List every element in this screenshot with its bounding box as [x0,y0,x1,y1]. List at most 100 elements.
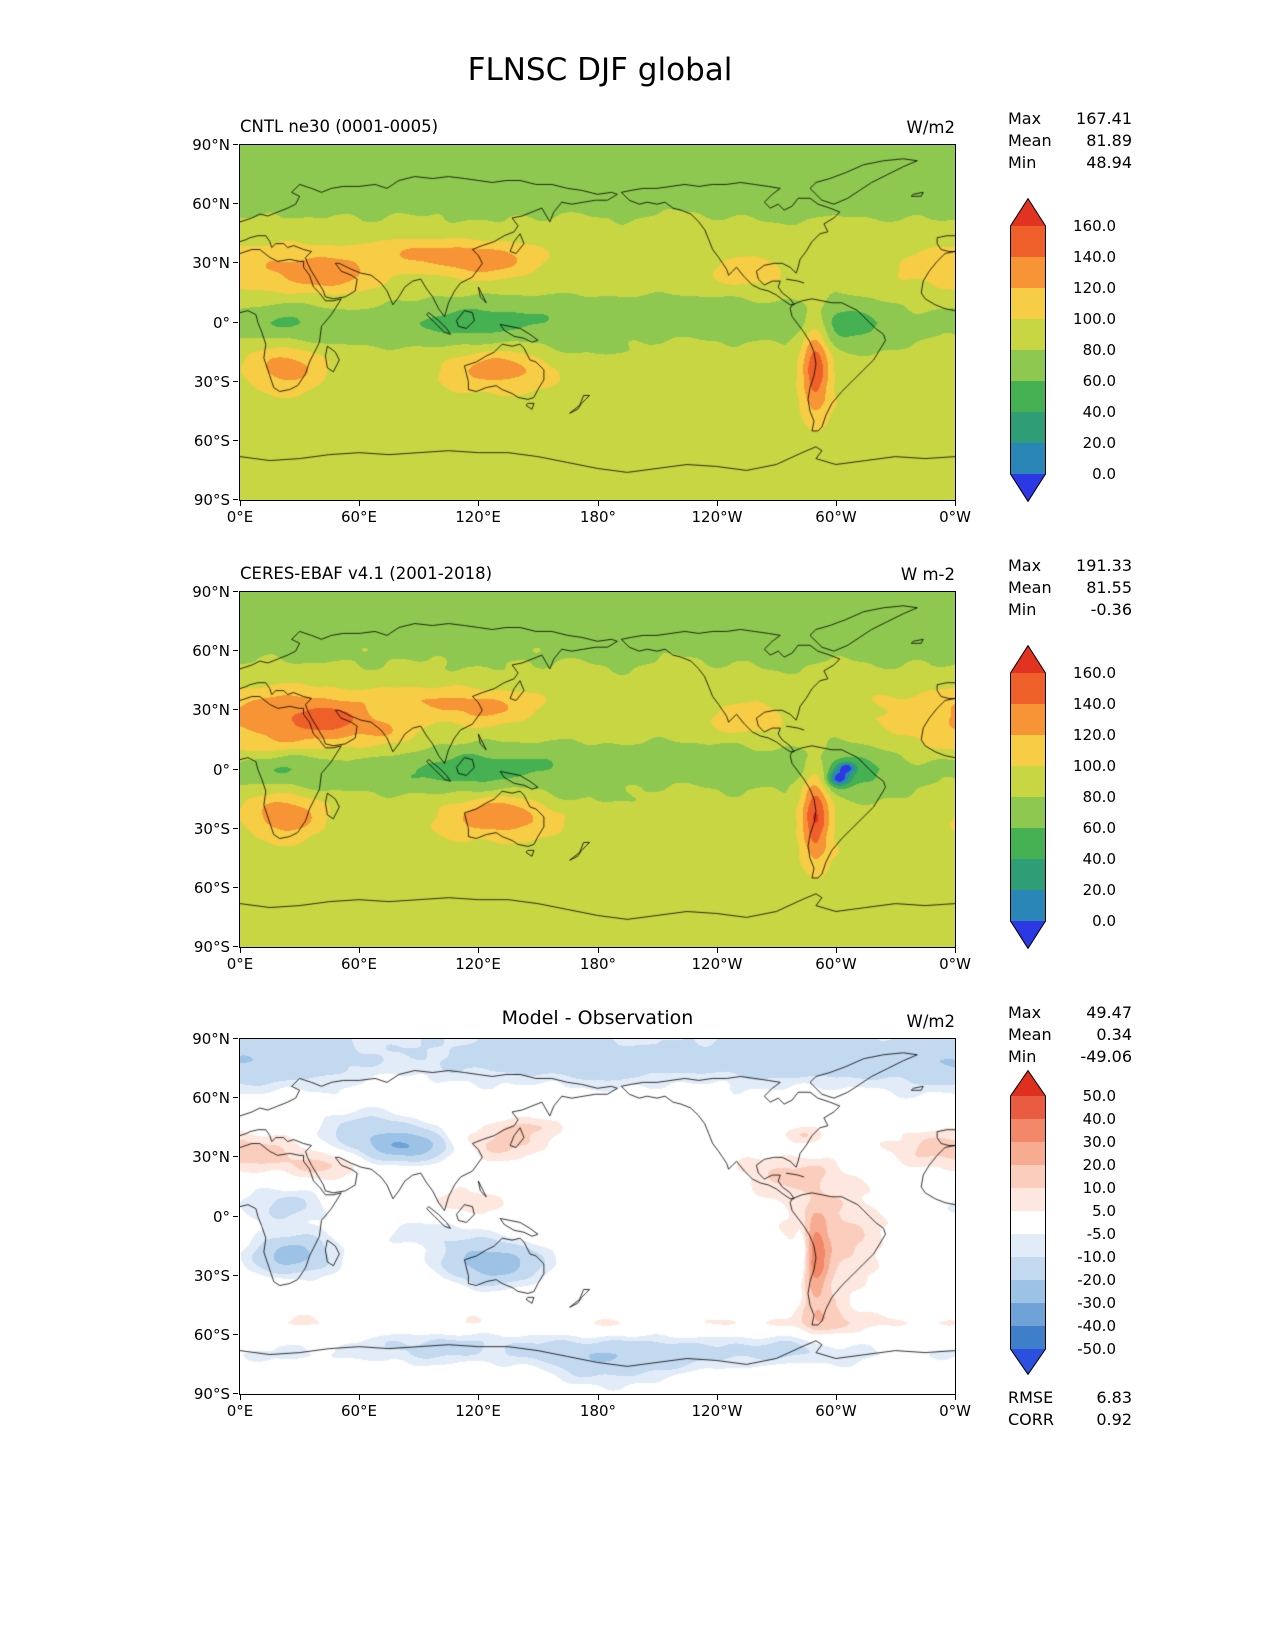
y-tick-mark [233,381,238,382]
y-tick-mark [233,499,238,500]
x-tick-mark [478,501,479,506]
x-tick-label: 0°W [939,1402,971,1420]
panel-difference: Model - Observation W/m2 Max 49.47 Mean 0.… [0,1002,1275,1449]
colorbar-tick-label: 0.0 [1092,465,1116,483]
colorbar-tick-label: 5.0 [1092,1202,1116,1220]
x-tick-mark [598,948,599,953]
stat-value: 81.89 [1086,131,1132,150]
x-tick-mark [359,1395,360,1400]
stat-value: 49.47 [1086,1003,1132,1022]
stat-label: Max [1008,1003,1042,1022]
y-tick-mark [233,1038,238,1039]
x-tick-mark [955,948,956,953]
map-plot-area [239,591,956,948]
x-tick-label: 0°E [226,955,254,973]
x-tick-mark [240,501,241,506]
stat-row: Max 49.47 [1008,1002,1132,1024]
colorbar-tick-label: -30.0 [1077,1294,1116,1312]
x-tick-mark [598,501,599,506]
map-field-canvas [240,592,955,947]
colorbar-tick-label: 160.0 [1073,217,1116,235]
y-tick-mark [233,709,238,710]
colorbar-tick-label: 100.0 [1073,757,1116,775]
colorbar-tick-label: -5.0 [1086,1225,1116,1243]
x-tick-mark [240,1395,241,1400]
stats-block: Max 49.47 Mean 0.34 Min -49.06 [1008,1002,1132,1068]
x-tick-mark [478,1395,479,1400]
colorbar-tick-label: 160.0 [1073,664,1116,682]
x-tick-label: 0°W [939,508,971,526]
y-tick-mark [233,1393,238,1394]
y-tick-mark [233,946,238,947]
map-plot-area [239,144,956,501]
y-tick-label: 90°S [193,491,230,509]
y-tick-label: 0° [212,314,230,332]
y-tick-label: 90°S [193,1385,230,1403]
x-tick-label: 0°W [939,955,971,973]
y-tick-label: 90°N [192,583,230,601]
y-tick-label: 60°S [193,432,230,450]
x-tick-label: 180° [579,955,617,973]
colorbar: 160.0 140.0 120.0 100.0 80.0 60.0 40.0 20.0 0.0 [1010,644,1140,953]
y-tick-label: 90°S [193,938,230,956]
map-field-canvas [240,145,955,500]
y-tick-mark [233,1216,238,1217]
x-tick-label: 60°E [340,1402,378,1420]
y-tick-label: 60°N [192,1089,230,1107]
colorbar-tick-label: 30.0 [1082,1133,1116,1151]
x-tick-mark [598,1395,599,1400]
y-tick-mark [233,769,238,770]
x-tick-mark [955,501,956,506]
colorbar-svg [1010,1069,1046,1376]
x-tick-mark [836,1395,837,1400]
stat-value: 167.41 [1076,109,1132,128]
stat-value: -49.06 [1080,1047,1132,1066]
stats-block: Max 167.41 Mean 81.89 Min 48.94 [1008,108,1132,174]
y-tick-label: 90°N [192,136,230,154]
colorbar-tick-label: 40.0 [1082,850,1116,868]
panel-units: W m-2 [900,565,955,584]
stat-row: CORR 0.92 [1008,1409,1132,1431]
y-tick-mark [233,203,238,204]
x-tick-label: 120°E [455,508,501,526]
y-tick-label: 0° [212,1208,230,1226]
panel-observation: CERES-EBAF v4.1 (2001-2018) W m-2 Max 191… [0,555,1275,1002]
colorbar-tick-label: 120.0 [1073,726,1116,744]
stat-label: Min [1008,1047,1037,1066]
y-tick-mark [233,440,238,441]
colorbar-tick-label: 140.0 [1073,695,1116,713]
x-tick-label: 0°E [226,1402,254,1420]
y-tick-label: 30°N [192,254,230,272]
stat-value: 0.34 [1096,1025,1132,1044]
y-tick-label: 60°S [193,879,230,897]
x-tick-mark [359,948,360,953]
colorbar-tick-label: 60.0 [1082,819,1116,837]
colorbar-tick-label: 80.0 [1082,788,1116,806]
y-tick-mark [233,1275,238,1276]
stat-value: 0.92 [1096,1410,1132,1429]
panel-subtitle: Model - Observation [501,1007,694,1029]
panel-subtitle: CNTL ne30 (0001-0005) [240,117,439,136]
y-tick-label: 30°N [192,701,230,719]
y-tick-label: 60°N [192,195,230,213]
y-tick-label: 90°N [192,1030,230,1048]
stat-label: Mean [1008,1025,1052,1044]
x-tick-mark [836,948,837,953]
stat-row: Mean 81.55 [1008,577,1132,599]
x-tick-mark [717,1395,718,1400]
colorbar-tick-label: 20.0 [1082,434,1116,452]
score-block: RMSE 6.83 CORR 0.92 [1008,1387,1132,1431]
x-tick-label: 180° [579,508,617,526]
y-tick-label: 60°N [192,642,230,660]
x-tick-mark [240,948,241,953]
x-tick-mark [836,501,837,506]
stat-row: Max 191.33 [1008,555,1132,577]
x-tick-label: 120°W [691,955,743,973]
stat-value: 48.94 [1086,153,1132,172]
y-tick-mark [233,262,238,263]
y-tick-mark [233,591,238,592]
colorbar-tick-label: 10.0 [1082,1179,1116,1197]
stat-row: RMSE 6.83 [1008,1387,1132,1409]
x-tick-label: 120°E [455,1402,501,1420]
stat-row: Min 48.94 [1008,152,1132,174]
